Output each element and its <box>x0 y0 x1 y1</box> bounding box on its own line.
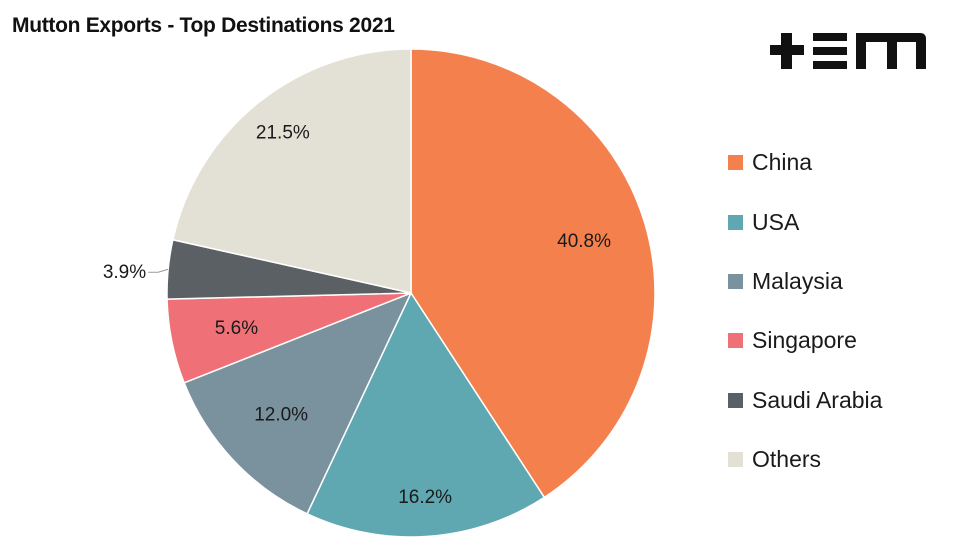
legend-item-singapore: Singapore <box>728 311 882 370</box>
pie-slice-usa <box>306 291 546 538</box>
legend-label-others: Others <box>752 446 822 473</box>
logo-m <box>856 33 926 69</box>
legend-swatch-saudi-arabia <box>728 392 743 408</box>
legend-label-singapore: Singapore <box>752 327 857 354</box>
leader-lines <box>148 268 169 273</box>
slice-label-usa: 16.2% <box>398 487 452 508</box>
slice-label-saudi-arabia: 3.9% <box>103 262 146 283</box>
slice-label-malaysia: 12.0% <box>254 404 308 425</box>
legend-swatch-singapore <box>728 333 743 349</box>
legend-label-saudi-arabia: Saudi Arabia <box>752 386 883 413</box>
slice-label-china: 40.8% <box>557 231 611 252</box>
legend-label-china: China <box>752 149 813 176</box>
legend-item-others: Others <box>728 430 882 489</box>
logo-e-top <box>813 33 847 41</box>
leader-line-saudi-arabia <box>148 268 169 273</box>
slice-labels: 40.8% 16.2% 12.0% 5.6% 3.9% 21.5% <box>103 123 611 508</box>
legend-item-saudi-arabia: Saudi Arabia <box>728 371 882 430</box>
legend: China USA Malaysia Singapore Saudi Arabia Oth… <box>728 133 882 489</box>
chart-title: Mutton Exports - Top Destinations 2021 <box>12 14 395 37</box>
logo-plus-vertical <box>781 33 792 69</box>
legend-item-malaysia: Malaysia <box>728 252 882 311</box>
legend-label-malaysia: Malaysia <box>752 267 843 294</box>
slice-label-others: 21.5% <box>256 123 310 144</box>
brand-logo <box>770 33 926 69</box>
legend-swatch-others <box>728 452 743 468</box>
logo-e-bottom <box>813 61 847 69</box>
legend-item-usa: USA <box>728 192 882 251</box>
logo-e-middle <box>813 47 847 55</box>
legend-item-china: China <box>728 133 882 192</box>
pie-slice-malaysia <box>183 291 413 515</box>
pie-slice-others <box>171 48 412 294</box>
legend-swatch-malaysia <box>728 273 743 289</box>
legend-swatch-usa <box>728 214 743 230</box>
pie-slices <box>166 48 656 538</box>
legend-label-usa: USA <box>752 208 800 235</box>
slice-label-singapore: 5.6% <box>215 318 258 339</box>
legend-swatch-china <box>728 155 743 171</box>
